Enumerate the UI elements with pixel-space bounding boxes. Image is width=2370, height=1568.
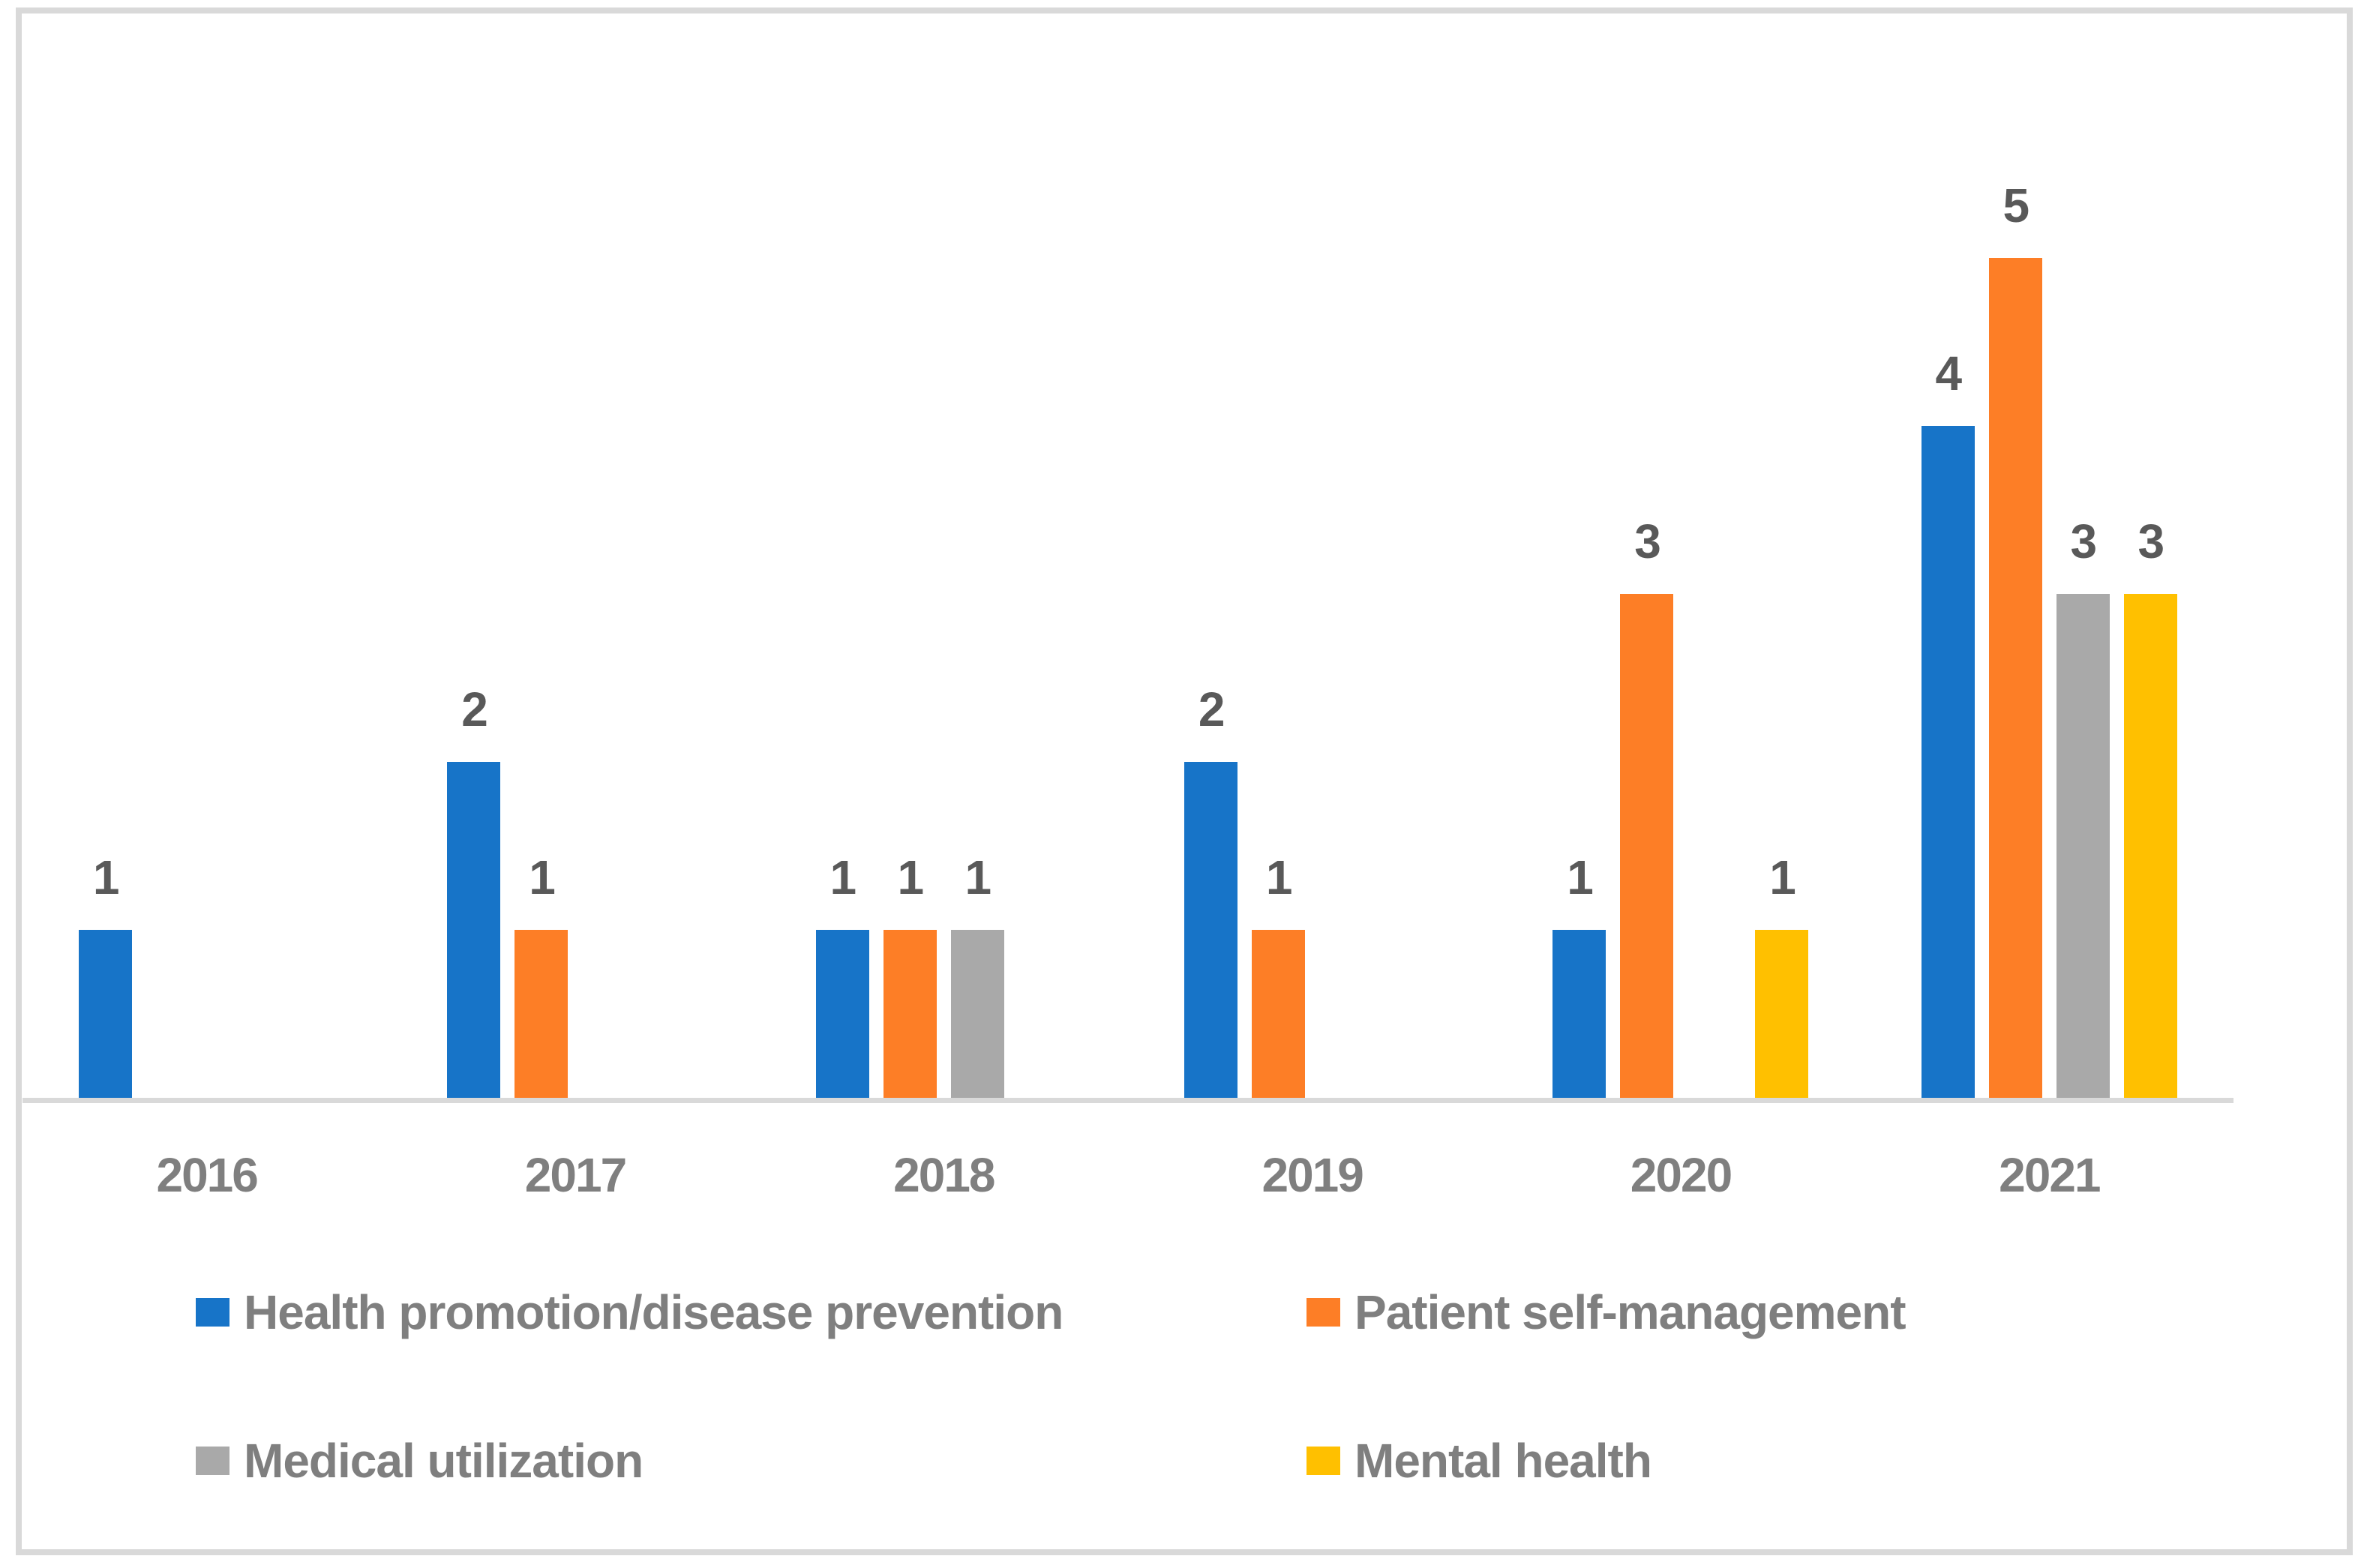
bar-value-label: 3 bbox=[1634, 514, 1661, 568]
bar-value-label: 5 bbox=[2002, 178, 2030, 232]
bar-value-label: 2 bbox=[461, 682, 488, 736]
figure-border bbox=[16, 7, 2353, 1555]
bar-health-promotion-disease-prevention-2016: 1 bbox=[79, 853, 133, 1098]
bar-health-promotion-disease-prevention-2019: 2 bbox=[1184, 685, 1238, 1098]
bar-patient-self-management-2021: 5 bbox=[1988, 181, 2042, 1098]
x-axis-line bbox=[22, 1098, 2234, 1103]
bar-value-label: 1 bbox=[92, 850, 120, 904]
bar-mental-health-2020: 1 bbox=[1755, 853, 1809, 1098]
bar-value-label: 4 bbox=[1935, 346, 1963, 400]
bar-health-promotion-disease-prevention-2021: 4 bbox=[1921, 349, 1975, 1098]
bar-value-label: 1 bbox=[830, 850, 857, 904]
x-axis-label-2016: 2016 bbox=[156, 1148, 258, 1202]
bar-patient-self-management-2020: 3 bbox=[1620, 517, 1674, 1098]
bar-value-label: 1 bbox=[1769, 850, 1796, 904]
bar-value-label: 3 bbox=[2138, 514, 2165, 568]
bar-value-label: 2 bbox=[1198, 682, 1226, 736]
bar-value-label: 1 bbox=[1265, 850, 1293, 904]
x-axis-label-2018: 2018 bbox=[893, 1148, 995, 1202]
bar-patient-self-management-2017: 1 bbox=[514, 853, 568, 1098]
bar-value-label: 1 bbox=[964, 850, 992, 904]
bar-value-label: 1 bbox=[1567, 850, 1594, 904]
bar-patient-self-management-2019: 1 bbox=[1252, 853, 1306, 1098]
x-axis-label-2019: 2019 bbox=[1262, 1148, 1364, 1202]
x-axis-label-2017: 2017 bbox=[524, 1148, 627, 1202]
x-axis-label-2021: 2021 bbox=[1999, 1148, 2101, 1202]
bar-value-label: 1 bbox=[897, 850, 925, 904]
bar-mental-health-2021: 3 bbox=[2123, 517, 2177, 1098]
bar-value-label: 3 bbox=[2070, 514, 2098, 568]
x-axis-label-2020: 2020 bbox=[1630, 1148, 1732, 1202]
bar-medical-utilization-2018: 1 bbox=[950, 853, 1004, 1098]
bar-value-label: 1 bbox=[529, 850, 556, 904]
bar-health-promotion-disease-prevention-2020: 1 bbox=[1552, 853, 1606, 1098]
bar-medical-utilization-2021: 3 bbox=[2056, 517, 2110, 1098]
bar-group-2016: 1 bbox=[22, 853, 391, 1098]
bar-patient-self-management-2018: 1 bbox=[883, 853, 937, 1098]
bar-health-promotion-disease-prevention-2018: 1 bbox=[815, 853, 869, 1098]
bar-health-promotion-disease-prevention-2017: 2 bbox=[447, 685, 501, 1098]
bar-group-2020: 1 3 1 bbox=[1496, 517, 1864, 1098]
